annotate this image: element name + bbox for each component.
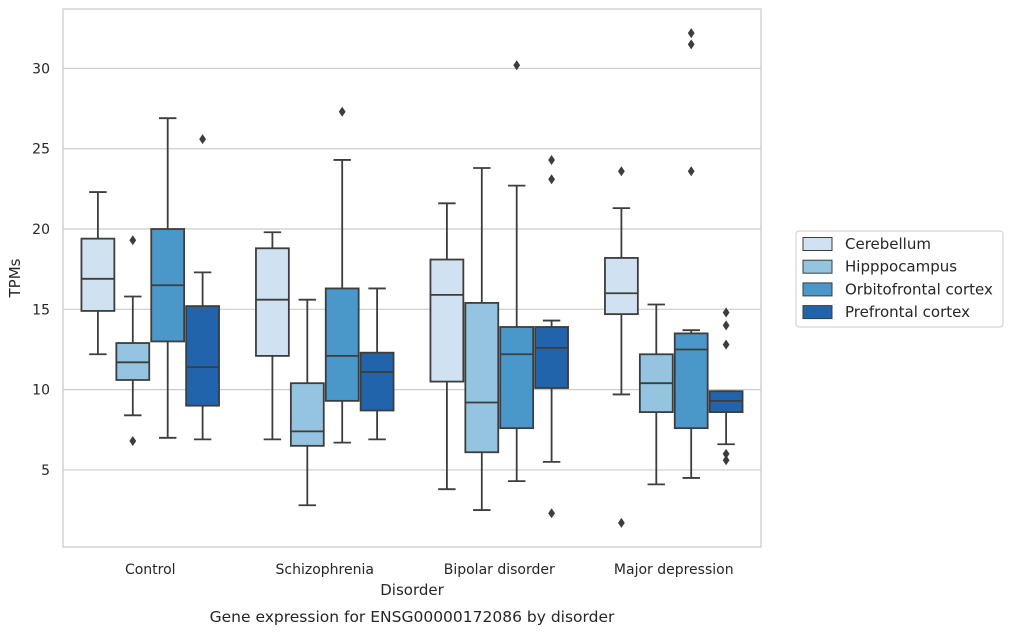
y-axis-title: TPMs (6, 258, 24, 298)
x-tick-labels: Control Schizophrenia Bipolar disorder Majo… (125, 562, 734, 578)
legend: Cerebellum Hipppocampus Orbitofrontal cort… (795, 230, 1004, 328)
outlier-point (722, 448, 730, 459)
box-hipppocampus (289, 298, 325, 507)
y-tick-label: 20 (32, 222, 50, 238)
outlier-point (687, 39, 695, 50)
box-prefrontal-cortex (534, 154, 569, 519)
box-orbitofrontal-cortex (150, 117, 186, 439)
box-hipppocampus (464, 167, 500, 511)
outlier-point (513, 60, 521, 71)
iqr-box (464, 301, 500, 454)
box-cerebellum (604, 166, 639, 528)
y-tick-labels: 5 10 15 20 25 30 (32, 61, 50, 478)
outlier-point (129, 436, 137, 447)
box-prefrontal-cortex (359, 287, 395, 441)
iqr-box (604, 257, 639, 316)
iqr-box (359, 351, 395, 412)
legend-swatch (802, 282, 833, 297)
outlier-point (722, 320, 730, 331)
legend-label: Hipppocampus (845, 258, 957, 276)
outlier-point (722, 455, 730, 466)
x-tick-label: Bipolar disorder (444, 562, 555, 578)
x-axis-title: Disorder (380, 581, 444, 599)
iqr-box (673, 332, 709, 430)
category-group (604, 28, 744, 528)
outlier-point (129, 235, 137, 246)
outlier-point (722, 307, 730, 318)
outlier-point (722, 339, 730, 350)
category-group (255, 106, 395, 507)
outlier-point (338, 106, 346, 117)
figure-caption: Gene expression for ENSG00000172086 by d… (210, 608, 615, 626)
box-cerebellum (80, 191, 116, 356)
box-hipppocampus (115, 235, 151, 447)
legend-swatch (802, 259, 833, 274)
legend-label: Orbitofrontal cortex (845, 280, 993, 298)
legend-label: Cerebellum (845, 235, 931, 253)
x-tick-label: Control (125, 562, 176, 578)
outlier-point (199, 134, 206, 145)
y-tick-label: 10 (32, 383, 50, 399)
legend-swatch (802, 305, 833, 320)
box-prefrontal-cortex (185, 134, 220, 441)
box-cerebellum (429, 202, 465, 491)
y-tick-label: 25 (32, 142, 50, 158)
box-orbitofrontal-cortex (499, 60, 535, 483)
y-tick-label: 15 (32, 302, 50, 318)
x-tick-label: Major depression (614, 562, 734, 578)
x-tick-label: Schizophrenia (276, 562, 374, 578)
category-group (80, 117, 220, 447)
iqr-box (80, 237, 116, 312)
iqr-box (289, 382, 325, 447)
y-tick-label: 30 (32, 61, 50, 77)
legend-swatch (802, 237, 833, 251)
outlier-point (618, 517, 625, 528)
iqr-box (429, 258, 465, 383)
legend-frame (795, 230, 1004, 328)
legend-label: Prefrontal cortex (845, 303, 970, 321)
box-groups (80, 28, 744, 528)
box-orbitofrontal-cortex (324, 106, 360, 444)
outlier-point (618, 166, 625, 177)
box-prefrontal-cortex (708, 307, 744, 466)
outlier-point (548, 154, 555, 165)
iqr-box (534, 326, 569, 389)
iqr-box (185, 305, 220, 407)
iqr-box (255, 247, 290, 357)
plot-frame (62, 8, 762, 548)
outlier-point (548, 174, 555, 185)
iqr-box (324, 287, 360, 402)
outlier-point (687, 28, 695, 39)
y-tick-label: 5 (41, 463, 50, 479)
box-orbitofrontal-cortex (673, 28, 709, 479)
iqr-box (499, 326, 535, 430)
category-group (429, 60, 569, 519)
box-hipppocampus (638, 303, 674, 486)
outlier-point (548, 508, 555, 519)
outlier-point (687, 166, 695, 177)
box-cerebellum (255, 231, 290, 441)
